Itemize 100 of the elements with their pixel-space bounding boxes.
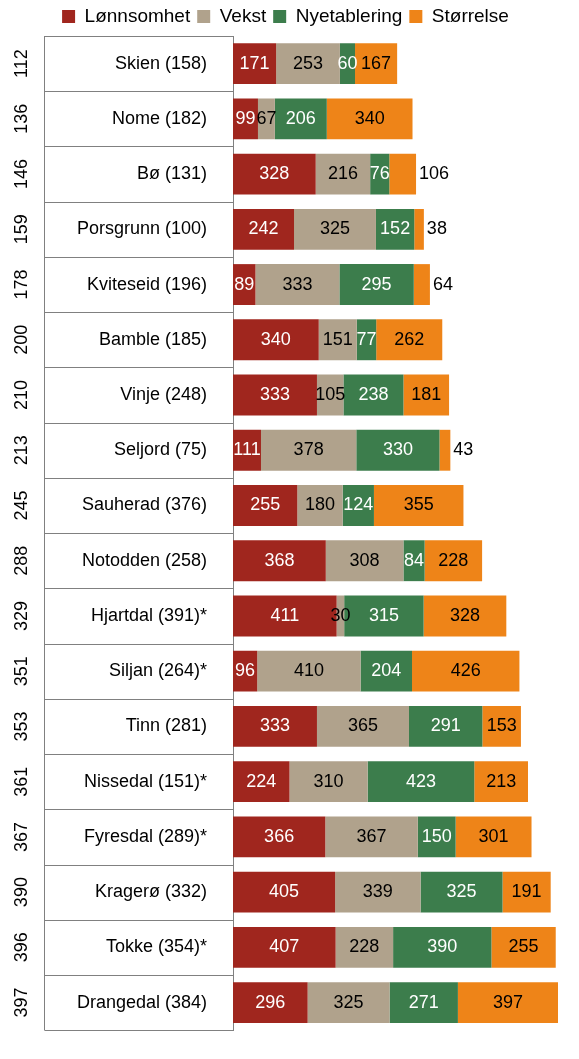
data-label: 213 (486, 770, 517, 791)
bar (412, 650, 520, 692)
bar (233, 816, 326, 858)
bar (233, 982, 308, 1024)
bar (233, 871, 336, 913)
data-label: 325 (446, 881, 477, 902)
text: 213 (10, 435, 31, 466)
text: 396 (10, 932, 31, 963)
bar (326, 98, 413, 140)
data-label: 366 (264, 825, 295, 846)
bar (255, 264, 340, 305)
data-label: 99 (235, 107, 256, 128)
y-tick-label: Kviteseid (196) (86, 273, 207, 294)
data-label: 106 (419, 163, 450, 184)
bar (257, 650, 361, 692)
bar (233, 705, 317, 747)
text: 329 (10, 600, 31, 631)
bar (325, 816, 418, 858)
bar (233, 926, 336, 968)
bar (233, 153, 316, 195)
bar (289, 761, 368, 803)
text: 146 (10, 159, 31, 190)
data-label: 76 (369, 163, 390, 184)
data-label: 38 (426, 218, 447, 239)
y-tick-label: Nissedal (151)* (83, 770, 207, 791)
data-label: 423 (405, 770, 436, 791)
data-label: 367 (356, 825, 387, 846)
text: 136 (10, 103, 31, 134)
data-label: 191 (511, 881, 542, 902)
data-label: 291 (430, 715, 461, 736)
data-label: 64 (432, 273, 453, 294)
bar (325, 540, 404, 582)
data-label: 77 (356, 328, 377, 349)
bar (233, 761, 290, 803)
data-label: 328 (259, 163, 290, 184)
y-tick-label: Tokke (354)* (105, 936, 207, 957)
bar (393, 926, 492, 968)
data-label: 167 (361, 52, 392, 73)
bar (439, 429, 451, 471)
bar (367, 761, 475, 803)
bar (316, 705, 409, 747)
data-label: 216 (327, 163, 358, 184)
y-tick-label: Siljan (264)* (108, 660, 207, 681)
data-label: 228 (438, 549, 469, 570)
bar (307, 982, 390, 1024)
data-label: 333 (259, 383, 290, 404)
data-label: 84 (404, 549, 425, 570)
data-label: 308 (349, 549, 380, 570)
bar (274, 98, 327, 140)
text: 178 (10, 269, 31, 300)
text: 367 (10, 821, 31, 852)
data-label: 271 (408, 991, 439, 1012)
text: 361 (10, 766, 31, 797)
data-label: 228 (349, 936, 380, 957)
data-label: 111 (233, 439, 261, 460)
bar (389, 153, 417, 195)
data-label: 368 (264, 549, 295, 570)
data-label: 340 (354, 107, 385, 128)
y-tick-label: Skien (158) (114, 52, 207, 73)
data-label: 295 (361, 273, 392, 294)
data-label: 333 (259, 715, 290, 736)
data-label: 255 (250, 494, 281, 515)
data-label: 365 (347, 715, 378, 736)
data-label: 411 (270, 604, 300, 625)
text: 245 (10, 490, 31, 521)
y-tick-label: Nome (182) (111, 107, 207, 128)
bar (491, 926, 556, 968)
text: 200 (10, 324, 31, 355)
y-tick-label: Notodden (258) (81, 549, 207, 570)
y-tick-label: Kragerø (332) (94, 881, 207, 902)
data-label: 150 (421, 825, 452, 846)
bar (424, 540, 483, 582)
bar (233, 485, 298, 526)
y-tick-label: Bø (131) (136, 163, 207, 184)
y-tick-label: Sauherad (376) (81, 494, 207, 515)
bar (376, 319, 443, 361)
data-label: 224 (246, 770, 277, 791)
data-label: 333 (282, 273, 313, 294)
y-tick-label: Vinje (248) (120, 383, 207, 404)
text: 351 (10, 656, 31, 687)
legend-label: Lønnsomhet (84, 4, 191, 26)
y-tick-label: Seljord (75) (113, 439, 207, 460)
data-label: 325 (319, 218, 351, 239)
bar (413, 264, 430, 305)
bar (335, 926, 394, 968)
bar (233, 319, 319, 361)
bar (457, 982, 558, 1024)
text: 112 (10, 49, 31, 78)
data-label: 340 (260, 328, 291, 349)
y-tick-label: Fyresdal (289)* (83, 825, 207, 846)
bar (455, 816, 532, 858)
bar (420, 871, 503, 913)
data-label: 153 (486, 715, 517, 736)
bar (474, 761, 528, 803)
bar (356, 429, 440, 471)
data-label: 301 (478, 825, 509, 846)
bar (335, 871, 421, 913)
data-label: 238 (358, 383, 389, 404)
legend-label: Vekst (219, 4, 267, 26)
bar (423, 595, 507, 637)
